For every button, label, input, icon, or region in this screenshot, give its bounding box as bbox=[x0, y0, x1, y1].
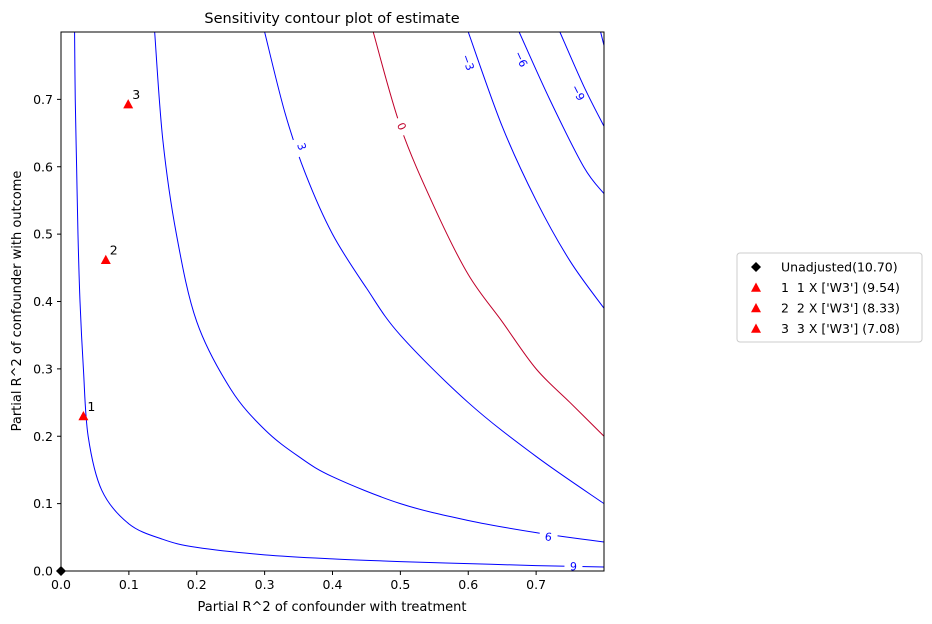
legend-marker bbox=[751, 323, 761, 333]
contour-label-bg bbox=[567, 81, 589, 104]
legend-label: 1 1 X ['W3'] (9.54) bbox=[781, 280, 900, 295]
data-points: 1 2 3 bbox=[56, 87, 140, 576]
contour-line bbox=[467, 32, 604, 309]
contour-lines bbox=[74, 32, 604, 568]
y-tick-label: 0.1 bbox=[33, 496, 53, 511]
y-tick-label: 0.0 bbox=[33, 564, 53, 579]
y-axis-label: Partial R^2 of confounder with outcome bbox=[10, 171, 25, 432]
x-axis: 0.0 0.1 0.2 0.3 0.4 0.5 0.6 0.7 bbox=[51, 571, 546, 592]
legend-marker bbox=[751, 303, 761, 313]
contour-label: 3 bbox=[294, 141, 309, 152]
y-tick-label: 0.7 bbox=[33, 92, 53, 107]
contour-labels: 9 6 3 0 −3 −6 −9 bbox=[292, 47, 589, 574]
contour-label: −3 bbox=[459, 53, 477, 73]
contour-label-bg bbox=[292, 135, 312, 158]
contour-line bbox=[74, 32, 604, 568]
x-tick-label: 0.3 bbox=[255, 577, 275, 592]
x-axis-label: Partial R^2 of confounder with treatment bbox=[198, 600, 467, 615]
contour-label-bg bbox=[538, 528, 559, 545]
legend-label: 3 3 X ['W3'] (7.08) bbox=[781, 321, 900, 336]
legend-frame bbox=[736, 252, 923, 343]
contour-label: 6 bbox=[544, 530, 553, 544]
contour-label-bg bbox=[391, 115, 412, 138]
scenario-point bbox=[123, 99, 134, 109]
y-tick-label: 0.5 bbox=[33, 227, 53, 242]
contour-line bbox=[559, 32, 604, 127]
chart-title: Sensitivity contour plot of estimate bbox=[204, 11, 459, 27]
x-tick-label: 0.4 bbox=[323, 577, 343, 592]
x-tick-label: 0.2 bbox=[187, 577, 207, 592]
legend-marker bbox=[751, 262, 761, 272]
y-tick-label: 0.4 bbox=[33, 294, 53, 309]
legend-label: 2 2 X ['W3'] (8.33) bbox=[781, 301, 900, 316]
contour-label: 0 bbox=[394, 121, 409, 132]
contour-label-bg bbox=[511, 47, 532, 71]
contour-label-bg bbox=[458, 51, 478, 74]
point-label: 1 bbox=[87, 399, 95, 414]
legend: Unadjusted(10.70) 1 1 X ['W3'] (9.54) 2 2 … bbox=[736, 252, 923, 343]
contour-line bbox=[600, 32, 604, 46]
plot-frame bbox=[60, 31, 605, 572]
legend-label: Unadjusted(10.70) bbox=[781, 260, 898, 275]
contour-label: −9 bbox=[568, 83, 587, 103]
x-tick-label: 0.5 bbox=[390, 577, 410, 592]
contour-label: 9 bbox=[570, 560, 577, 573]
contour-label-bg bbox=[564, 559, 583, 574]
scenario-point bbox=[78, 411, 89, 421]
scenario-point bbox=[100, 254, 111, 264]
x-tick-label: 0.7 bbox=[526, 577, 546, 592]
legend-marker bbox=[751, 282, 761, 292]
x-tick-label: 0.6 bbox=[458, 577, 478, 592]
point-label: 3 bbox=[132, 87, 140, 102]
contour-line bbox=[264, 32, 604, 505]
x-tick-label: 0.0 bbox=[51, 577, 71, 592]
y-tick-label: 0.6 bbox=[33, 159, 53, 174]
y-axis: 0.0 0.1 0.2 0.3 0.4 0.5 0.6 0.7 bbox=[33, 92, 61, 579]
contour-line bbox=[518, 32, 604, 195]
contour-label: −6 bbox=[511, 49, 530, 69]
x-tick-label: 0.1 bbox=[119, 577, 139, 592]
contour-line bbox=[372, 32, 604, 437]
y-tick-label: 0.2 bbox=[33, 429, 53, 444]
y-tick-label: 0.3 bbox=[33, 361, 53, 376]
contour-line bbox=[154, 32, 604, 543]
point-label: 2 bbox=[110, 243, 118, 258]
